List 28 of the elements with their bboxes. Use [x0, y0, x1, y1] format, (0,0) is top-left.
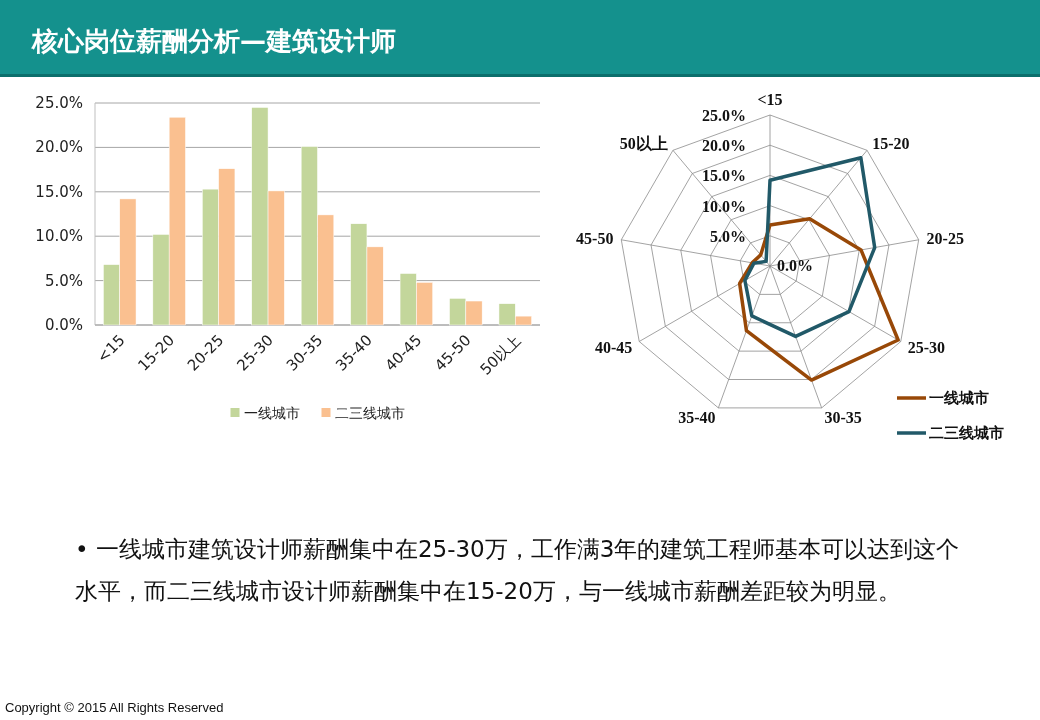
spoke-label: 15-20	[872, 134, 910, 152]
x-tick-label: 50以上	[476, 331, 525, 379]
text: Copyright © 2015 All Rights Reserved	[5, 700, 224, 716]
spoke-label: 30-35	[824, 409, 862, 427]
y-tick-label: 10.0%	[35, 227, 83, 246]
spoke-label: 35-40	[678, 409, 716, 427]
legend-label: 一线城市	[929, 389, 989, 406]
legend-label: 二三线城市	[929, 424, 1004, 441]
y-tick-label: 5.0%	[710, 227, 746, 245]
y-tick-label: 20.0%	[35, 138, 83, 157]
spoke-label: 20-25	[926, 230, 964, 248]
legend-label: 二三线城市	[334, 406, 405, 421]
chart-title: 核心岗位薪酬分析—建筑设计师	[31, 26, 396, 56]
y-tick-label: 0.0%	[777, 257, 813, 274]
y-tick-label: 10.0%	[702, 197, 746, 215]
text: • 一线城市建筑设计师薪酬集中在25-30万，工作满3年的建筑工程师基本可以达到这个水平，而二三线城市设计师薪酬集中在15-20万，与一线城市薪酬差距较为明显。	[75, 535, 960, 606]
spoke-label: 50以上	[619, 134, 668, 152]
y-tick-label: 15.0%	[35, 182, 83, 201]
y-tick-label: 20.0%	[702, 137, 746, 155]
legend-label: 一线城市	[243, 406, 300, 421]
y-tick-label: 0.0%	[44, 316, 83, 334]
spoke-label: 45-50	[576, 230, 614, 248]
y-tick-label: 25.0%	[35, 94, 83, 112]
y-tick-label: 25.0%	[702, 107, 746, 124]
spoke-label: <15	[757, 91, 783, 108]
y-tick-label: 5.0%	[44, 271, 83, 290]
y-tick-label: 15.0%	[702, 167, 746, 185]
x-tick-label: <15	[93, 331, 129, 367]
